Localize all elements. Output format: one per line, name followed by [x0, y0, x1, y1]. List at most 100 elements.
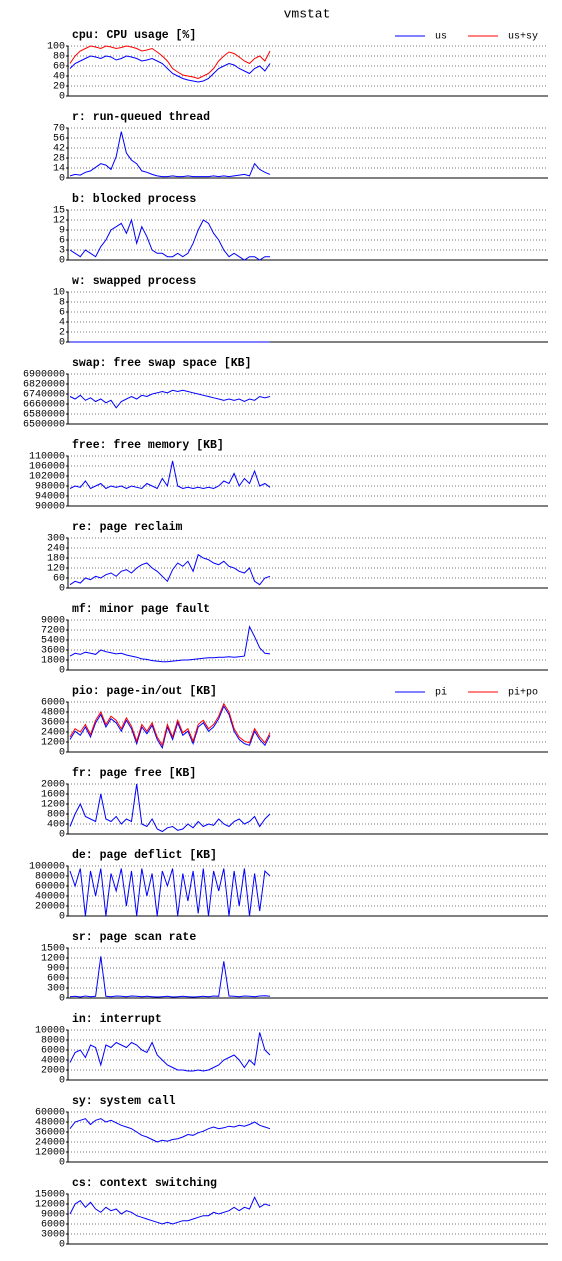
panel-title: mf: minor page fault — [72, 603, 210, 616]
y-tick-label: 6900000 — [23, 370, 65, 381]
y-tick-label: 3 — [59, 246, 65, 257]
panel-title: cpu: CPU usage [%] — [72, 29, 196, 42]
y-tick-label: 800 — [47, 810, 65, 821]
y-tick-label: 60 — [53, 574, 65, 585]
y-tick-label: 15000 — [35, 1190, 65, 1201]
y-tick-label: 60000 — [35, 882, 65, 893]
y-tick-label: 600 — [47, 974, 65, 985]
y-tick-label: 1600 — [41, 790, 65, 801]
panel-title: fr: page free [KB] — [72, 767, 196, 780]
y-tick-label: 3600 — [41, 718, 65, 729]
y-tick-label: 900 — [47, 964, 65, 975]
series-line — [69, 131, 271, 178]
panel-title: de: page deflict [KB] — [72, 849, 217, 862]
y-tick-label: 2 — [59, 328, 65, 339]
y-tick-label: 0 — [59, 1076, 65, 1087]
y-tick-label: 6660000 — [23, 400, 65, 411]
y-tick-label: 0 — [59, 1158, 65, 1169]
series-line — [69, 705, 271, 750]
y-tick-label: 7200 — [41, 626, 65, 637]
y-tick-label: 0 — [59, 256, 65, 267]
y-tick-label: 1500 — [41, 944, 65, 955]
panel-title: sr: page scan rate — [72, 931, 196, 944]
y-tick-label: 6000 — [41, 1046, 65, 1057]
panel-title: b: blocked process — [72, 193, 196, 206]
panel-title: sy: system call — [72, 1095, 176, 1108]
series-line — [69, 553, 271, 586]
series-line — [69, 625, 271, 663]
y-tick-label: 0 — [59, 994, 65, 1005]
y-tick-label: 8000 — [41, 1036, 65, 1047]
series-line — [69, 389, 271, 409]
y-tick-label: 1200 — [41, 954, 65, 965]
y-tick-label: 6000 — [41, 698, 65, 709]
series-line — [69, 55, 271, 83]
y-tick-label: 300 — [47, 534, 65, 545]
y-tick-label: 42 — [53, 144, 65, 155]
legend-label: pi+po — [508, 687, 538, 699]
y-tick-label: 2000 — [41, 1066, 65, 1077]
y-tick-label: 24000 — [35, 1138, 65, 1149]
y-tick-label: 9000 — [41, 616, 65, 627]
y-tick-label: 80000 — [35, 872, 65, 883]
series-line — [69, 1196, 271, 1225]
y-tick-label: 0 — [59, 584, 65, 595]
y-tick-label: 60 — [53, 62, 65, 73]
y-tick-label: 0 — [59, 174, 65, 185]
y-tick-label: 28 — [53, 154, 65, 165]
y-tick-label: 60000 — [35, 1108, 65, 1119]
y-tick-label: 0 — [59, 666, 65, 677]
y-tick-label: 0 — [59, 1240, 65, 1251]
y-tick-label: 3000 — [41, 1230, 65, 1241]
y-tick-label: 20000 — [35, 902, 65, 913]
y-tick-label: 4 — [59, 318, 65, 329]
series-line — [69, 1032, 271, 1072]
y-tick-label: 400 — [47, 820, 65, 831]
y-tick-label: 8 — [59, 298, 65, 309]
y-tick-label: 70 — [53, 124, 65, 135]
y-tick-label: 6 — [59, 308, 65, 319]
legend-label: us — [435, 32, 447, 43]
legend-label: us+sy — [508, 32, 538, 43]
series-line — [69, 783, 271, 833]
y-tick-label: 40000 — [35, 892, 65, 903]
panel-title: w: swapped process — [72, 275, 196, 288]
y-tick-label: 120 — [47, 564, 65, 575]
panel-title: re: page reclaim — [72, 521, 183, 534]
panel-title: pio: page-in/out [KB] — [72, 685, 217, 698]
page-title: vmstat — [284, 6, 331, 21]
panel-title: in: interrupt — [72, 1013, 162, 1026]
y-tick-label: 20 — [53, 82, 65, 93]
y-tick-label: 90000 — [35, 502, 65, 513]
y-tick-label: 100000 — [29, 862, 65, 873]
y-tick-label: 180 — [47, 554, 65, 565]
y-tick-label: 1200 — [41, 738, 65, 749]
y-tick-label: 0 — [59, 92, 65, 103]
panel-title: cs: context switching — [72, 1177, 217, 1190]
panel-title: r: run-queued thread — [72, 111, 210, 124]
y-tick-label: 0 — [59, 830, 65, 841]
y-tick-label: 6820000 — [23, 380, 65, 391]
y-tick-label: 56 — [53, 134, 65, 145]
y-tick-label: 6500000 — [23, 420, 65, 431]
series-line — [69, 1118, 271, 1143]
y-tick-label: 1800 — [41, 656, 65, 667]
y-tick-label: 5400 — [41, 636, 65, 647]
y-tick-label: 102000 — [29, 472, 65, 483]
y-tick-label: 48000 — [35, 1118, 65, 1129]
panel-title: swap: free swap space [KB] — [72, 357, 251, 370]
y-tick-label: 0 — [59, 338, 65, 349]
y-tick-label: 240 — [47, 544, 65, 555]
y-tick-label: 10 — [53, 288, 65, 299]
y-tick-label: 10000 — [35, 1026, 65, 1037]
legend-label: pi — [435, 687, 447, 699]
y-tick-label: 14 — [53, 164, 65, 175]
series-line — [69, 45, 271, 80]
y-tick-label: 9 — [59, 226, 65, 237]
y-tick-label: 2400 — [41, 728, 65, 739]
y-tick-label: 6580000 — [23, 410, 65, 421]
y-tick-label: 0 — [59, 748, 65, 759]
y-tick-label: 80 — [53, 52, 65, 63]
y-tick-label: 36000 — [35, 1128, 65, 1139]
